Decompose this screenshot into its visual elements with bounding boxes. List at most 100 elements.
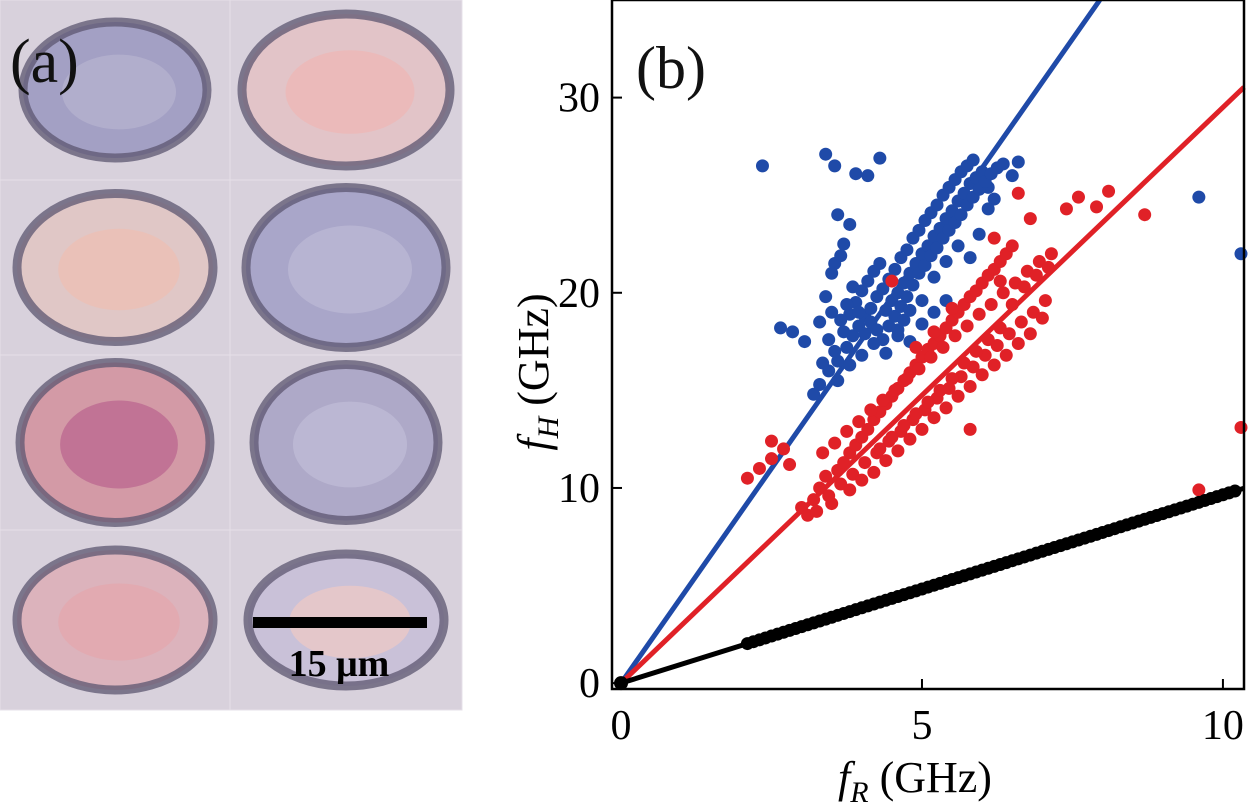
data-point-red [987, 358, 1001, 372]
data-point-blue [831, 374, 845, 388]
data-point-red [999, 348, 1013, 362]
data-point-blue [825, 266, 839, 280]
data-point-red [993, 321, 1007, 335]
data-point-red [981, 333, 995, 347]
data-point-blue [927, 305, 941, 319]
data-point-blue [774, 321, 788, 335]
data-point-red [987, 231, 1001, 245]
data-point-blue [834, 313, 848, 327]
data-point-red [939, 401, 953, 415]
data-point-blue [903, 303, 917, 317]
data-point-red [957, 356, 971, 370]
data-point-blue [963, 251, 977, 265]
data-point-blue [930, 241, 944, 255]
data-point-red [837, 456, 851, 470]
data-point-blue [873, 256, 887, 270]
y-tick-label: 0 [579, 661, 600, 707]
data-point-red [783, 458, 797, 472]
data-point-red [909, 340, 923, 354]
data-point-red [888, 383, 902, 397]
plot-frame [610, 0, 1246, 691]
data-point-blue [1192, 190, 1206, 204]
data-point-red [855, 473, 869, 487]
data-point-blue [819, 147, 833, 161]
cell-interior [61, 54, 177, 130]
data-point-red [867, 465, 881, 479]
y-tick-label: 10 [558, 466, 600, 512]
data-point-blue [807, 387, 821, 401]
data-point-blue [1011, 155, 1025, 169]
cell-interior [60, 400, 178, 489]
data-point-blue [972, 227, 986, 241]
scatter-points [614, 147, 1248, 691]
data-point-red [1059, 202, 1073, 216]
data-point-blue [798, 335, 812, 349]
data-point-blue [828, 344, 842, 358]
data-point-blue [855, 348, 869, 362]
x-tick-label: 10 [1202, 703, 1244, 749]
data-point-red [1138, 208, 1152, 222]
data-point-red [1023, 327, 1037, 341]
cell-interior [285, 50, 415, 134]
data-point-blue [834, 249, 848, 263]
data-point-red [996, 286, 1010, 300]
data-point-red [915, 422, 929, 436]
data-point-red [807, 493, 821, 507]
data-point-blue [891, 323, 905, 337]
data-point-blue [915, 317, 929, 331]
data-point-red [951, 389, 965, 403]
data-point-blue [846, 280, 860, 294]
data-point-red [876, 393, 890, 407]
data-point-blue [927, 270, 941, 284]
data-point-blue [900, 290, 914, 304]
data-point-red [813, 481, 827, 495]
data-point-red [897, 419, 911, 433]
data-point-red [963, 379, 977, 393]
data-point-blue [876, 282, 890, 296]
data-point-red [969, 344, 983, 358]
data-point-blue [786, 325, 800, 339]
data-point-blue [879, 346, 893, 360]
y-tick-label: 30 [558, 76, 600, 122]
data-point-red [903, 432, 917, 446]
data-point-blue [755, 159, 769, 173]
data-point-blue [903, 266, 917, 280]
panel-b-chart: 0 5 10 0 10 20 30 (b) fR (GHz) fH (GHz) [509, 0, 1248, 809]
data-point-blue [915, 294, 929, 308]
data-point-blue [816, 356, 830, 370]
data-point-red [936, 340, 950, 354]
cell-interior [58, 583, 180, 661]
x-axis-label-unit: (GHz) [869, 753, 992, 802]
data-point-red [1017, 280, 1031, 294]
data-point-red [960, 319, 974, 333]
data-point-red [873, 442, 887, 456]
data-point-blue [843, 217, 857, 231]
data-point-blue [987, 192, 1001, 206]
data-point-blue [840, 340, 854, 354]
data-point-blue [861, 274, 875, 288]
data-point-blue [888, 262, 902, 276]
data-point-blue [906, 278, 920, 292]
data-point-blue [819, 290, 833, 304]
data-point-blue [1234, 247, 1248, 261]
data-point-blue [843, 358, 857, 372]
data-point-blue [870, 323, 884, 337]
data-point-blue [861, 169, 875, 183]
y-tick-label: 20 [558, 271, 600, 317]
data-point-red [864, 403, 878, 417]
panel-a-micrographs: 15 μm (a) [0, 0, 463, 711]
data-point-blue [849, 167, 863, 181]
data-point-red [828, 436, 842, 450]
panel-a-label: (a) [10, 28, 79, 96]
data-point-red [861, 422, 875, 436]
x-tick-label: 5 [911, 703, 932, 749]
data-point-blue [897, 313, 911, 327]
data-point-red [879, 454, 893, 468]
axis-ticks: 0 5 10 0 10 20 30 [558, 76, 1244, 749]
data-point-red [1023, 212, 1037, 226]
data-point-red [891, 444, 905, 458]
data-point-red [885, 274, 899, 288]
data-point-blue [828, 159, 842, 173]
data-point-red [948, 329, 962, 343]
data-point-red [1011, 186, 1025, 200]
